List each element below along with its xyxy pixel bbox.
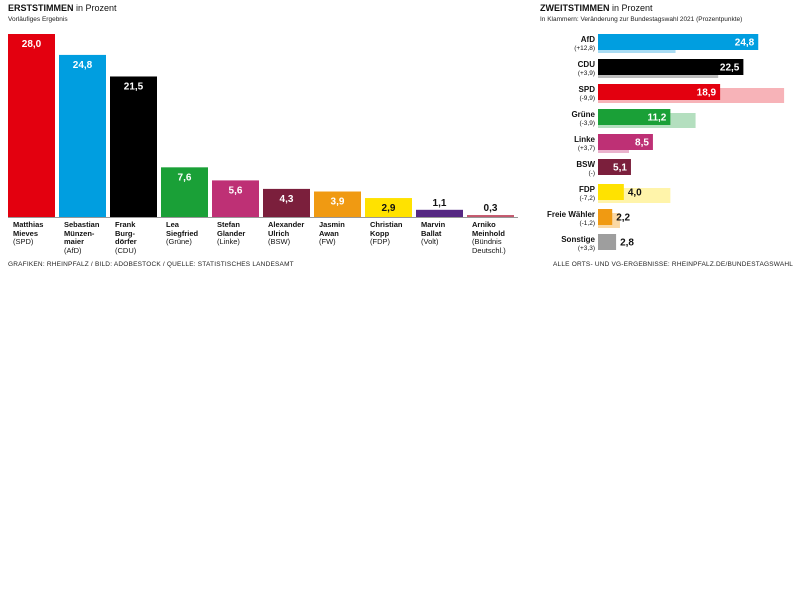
erst-candidate-name-1: Sebastian Münzen- maier [64,220,100,247]
erst-candidate-party-1: (AfD) [64,245,82,255]
zweit-bar-6 [598,184,624,200]
zweit-footer: ALLE ORTS- UND VG-ERGEBNISSE: RHEINPFALZ… [553,261,794,268]
erst-bar-4 [212,180,259,217]
erst-candidate-name-2: Frank Burg- dörfer [115,220,137,247]
zweit-party-7: Freie Wähler [546,210,595,219]
erst-bar-7 [365,198,412,217]
zweit-change-5: (-) [588,170,596,177]
zweit-value-label-6: 4,0 [628,188,642,199]
erst-candidate-5: Alexander Ulrich (BSW) [268,220,318,247]
erst-candidate-party-3: (Grüne) [166,237,192,247]
erst-value-label-5: 4,3 [280,194,294,205]
erst-candidate-9: Arniko Meinhold (Bündnis Deutschl.) [472,220,522,255]
erst-footer: GRAFIKEN: RHEINPFALZ / BILD: ADOBESTOCK … [8,261,294,268]
erst-candidate-party-6: (FW) [319,237,336,247]
erst-title: ERSTSTIMMEN in Prozent [8,3,117,13]
erst-candidate-party-5: (BSW) [268,237,291,247]
erst-title-bold: ERSTSTIMMEN [8,3,74,13]
erst-bar-5 [263,188,310,217]
erst-value-label-0: 28,0 [22,39,42,50]
erst-bar-1 [59,54,106,217]
erst-value-label-9: 0,3 [484,203,498,214]
zweit-bar-1 [598,59,744,75]
zweit-value-label-0: 24,8 [735,38,755,49]
erst-candidate-name-0: Matthias Mieves [13,220,44,238]
erst-bar-8 [416,209,463,217]
zweit-value-label-8: 2,8 [620,238,634,249]
zweit-bar-4 [598,134,653,150]
erst-candidate-party-8: (Volt) [421,237,439,247]
zweit-value-label-3: 11,2 [647,113,666,124]
erst-subtitle: Vorläufiges Ergebnis [8,16,68,23]
zweit-party-5: BSW [576,160,595,169]
zweit-bar-0 [598,34,759,50]
erst-value-label-4: 5,6 [229,185,243,196]
zweit-value-label-1: 22,5 [720,63,740,74]
zweit-bar-3 [598,109,671,125]
zweit-party-6: FDP [579,185,595,194]
erst-bar-0 [8,34,55,217]
erst-bar-6 [314,191,361,217]
zweit-party-4: Linke [574,135,595,144]
erst-candidate-4: Stefan Glander (Linke) [217,220,267,247]
erst-candidate-party-0: (SPD) [13,237,34,247]
zweit-bar-5 [598,159,631,175]
erst-value-label-3: 7,6 [178,172,192,183]
erst-candidate-party-9: (Bündnis Deutschl.) [472,237,506,255]
zweit-change-8: (+3,3) [577,245,595,252]
erst-candidate-name-9: Arniko Meinhold [472,220,505,238]
zweit-party-1: CDU [577,60,595,69]
zweit-title-rest: in Prozent [609,3,653,13]
erst-candidate-name-8: Marvin Ballat [421,220,446,238]
erst-candidate-party-7: (FDP) [370,237,390,247]
erst-candidate-1: Sebastian Münzen- maier (AfD) [64,220,114,255]
erst-value-label-2: 21,5 [124,81,144,92]
zweit-change-6: (-7,2) [579,195,595,202]
erst-candidate-name-3: Lea Siegfried [166,220,199,238]
zweit-value-label-4: 8,5 [635,138,649,149]
erst-value-label-7: 2,9 [382,203,396,214]
erst-candidate-name-7: Christian Kopp [370,220,403,238]
erst-title-rest: in Prozent [73,3,117,13]
erst-candidate-name-5: Alexander Ulrich [268,220,305,238]
erst-candidate-name-6: Jasmin Awan [319,220,345,238]
erst-candidate-0: Matthias Mieves (SPD) [13,220,63,247]
zweit-bar-8 [598,234,617,250]
zweit-change-3: (-3,9) [579,120,595,127]
zweit-value-label-5: 5,1 [613,163,627,174]
erst-candidate-party-2: (CDU) [115,245,137,255]
zweit-change-4: (+3,7) [577,145,595,152]
zweit-party-0: AfD [580,35,595,44]
erst-candidate-name-4: Stefan Glander [217,220,246,238]
zweit-party-2: SPD [578,85,595,94]
erst-value-label-1: 24,8 [73,60,93,71]
zweit-change-7: (-1,2) [579,220,595,227]
erst-bar-3 [161,167,208,217]
zweit-subtitle: In Klammern: Veränderung zur Bundestagsw… [540,16,743,23]
erst-value-label-8: 1,1 [433,198,447,209]
erst-candidate-8: Marvin Ballat (Volt) [421,220,471,247]
erst-bar-2 [110,76,157,217]
erst-candidate-3: Lea Siegfried (Grüne) [166,220,216,247]
zweit-value-label-2: 18,9 [697,88,717,99]
erst-candidate-6: Jasmin Awan (FW) [319,220,369,247]
erst-candidate-2: Frank Burg- dörfer (CDU) [115,220,165,255]
erst-bar-9 [467,215,514,217]
zweit-change-2: (-9,9) [579,95,595,102]
zweit-change-1: (+3,9) [577,70,595,77]
erst-value-label-6: 3,9 [331,197,345,208]
zweit-change-0: (+12,8) [574,45,595,52]
zweit-title: ZWEITSTIMMEN in Prozent [540,3,653,13]
zweit-party-3: Grüne [571,110,595,119]
zweit-bar-7 [598,209,613,225]
erst-candidate-7: Christian Kopp (FDP) [370,220,420,247]
zweit-bar-2 [598,84,721,100]
erst-candidate-party-4: (Linke) [217,237,240,247]
zweit-value-label-7: 2,2 [616,213,630,224]
zweit-title-bold: ZWEITSTIMMEN [540,3,610,13]
zweit-party-8: Sonstige [561,235,595,244]
